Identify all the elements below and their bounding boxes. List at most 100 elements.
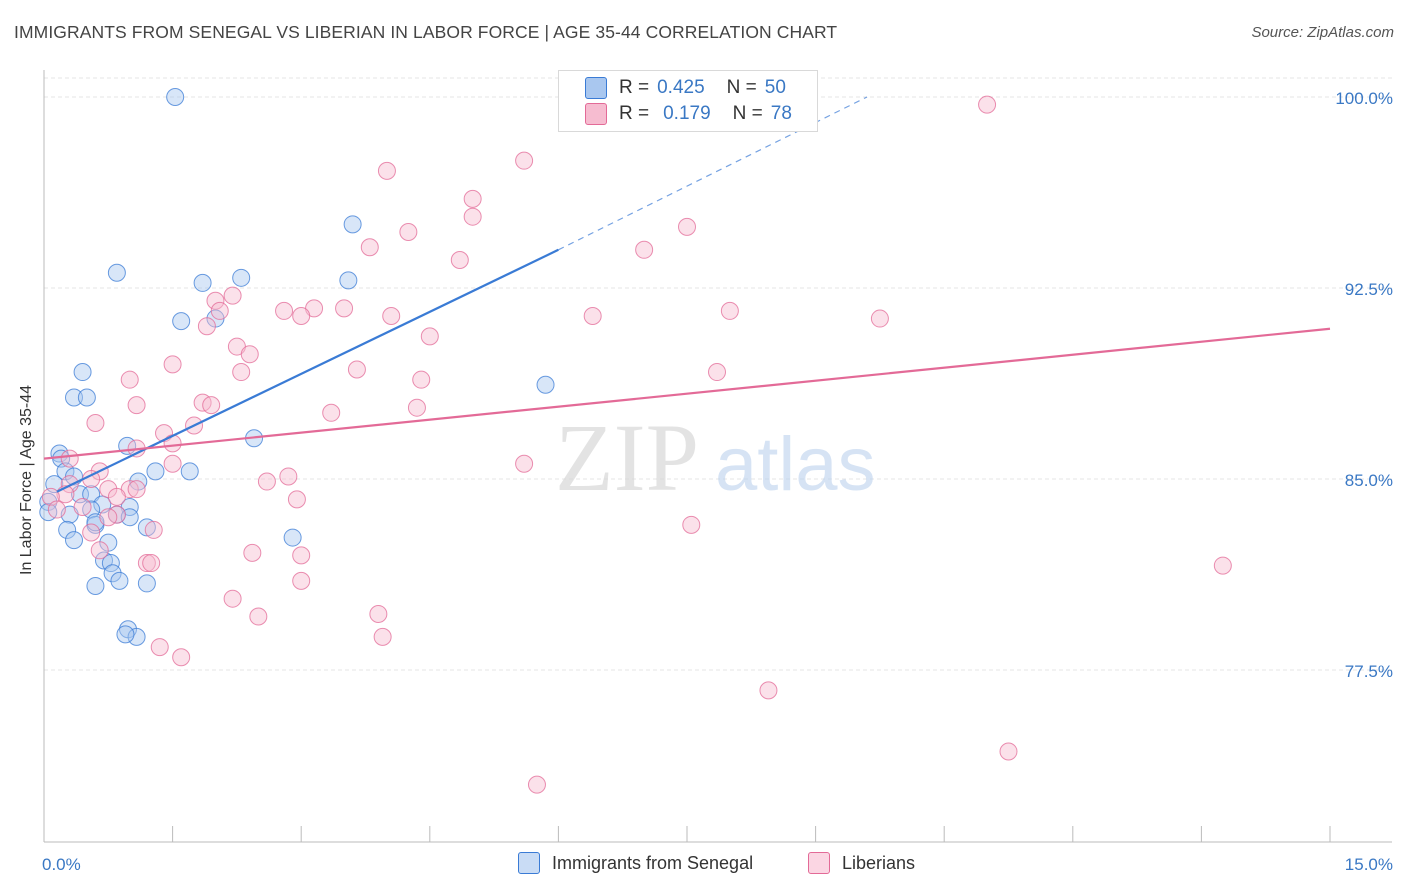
liberians-point (107, 487, 126, 506)
y-tick-label: 77.5% (1345, 662, 1393, 681)
senegal-point (180, 462, 199, 481)
liberians-point (275, 301, 294, 320)
liberians-point (60, 449, 79, 468)
senegal-point (65, 388, 84, 407)
liberians-point (1213, 556, 1232, 575)
senegal-point (339, 271, 358, 290)
senegal-point (82, 485, 101, 504)
liberians-point (47, 500, 66, 519)
senegal-trend-line (56, 248, 559, 493)
senegal-point (536, 375, 555, 394)
liberians-point (243, 543, 262, 562)
senegal-point (172, 312, 191, 331)
legend-r-label: R = (619, 77, 650, 98)
liberians-point (206, 291, 225, 310)
senegal-point (232, 268, 251, 287)
liberians-point (144, 520, 163, 539)
liberians-point (515, 151, 534, 170)
senegal-point (137, 574, 156, 593)
liberians-point (223, 286, 242, 305)
series-label-liberians: Liberians (842, 852, 916, 873)
senegal-point (110, 571, 129, 590)
legend-swatch-liberians (585, 103, 607, 125)
liberians-point (377, 161, 396, 180)
liberians-point (463, 207, 482, 226)
liberians-point (202, 396, 221, 415)
senegal-point (107, 263, 126, 282)
liberians-point (450, 250, 469, 269)
senegal-point (137, 518, 156, 537)
series-legend-liberians[interactable]: Liberians (808, 852, 915, 874)
senegal-point (146, 462, 165, 481)
liberians-trend-line (43, 327, 1331, 460)
liberians-point (240, 345, 259, 364)
liberians-point (82, 523, 101, 542)
liberians-point (682, 515, 701, 534)
legend-n-value: 78 (770, 103, 792, 124)
liberians-point (279, 467, 298, 486)
legend-r-label: R = (619, 103, 650, 124)
legend-n-label: N = (726, 77, 757, 98)
correlation-legend: R = 0.425 N = 50 R = 0.179 N = 78 (558, 70, 818, 132)
senegal-point (103, 564, 122, 583)
liberians-point (223, 589, 242, 608)
liberians-point (870, 309, 889, 328)
senegal-point (77, 388, 96, 407)
liberians-point (86, 413, 105, 432)
liberians-point (369, 604, 388, 623)
liberians-point (373, 627, 392, 646)
series-legend-senegal[interactable]: Immigrants from Senegal (518, 852, 753, 874)
series-swatch-senegal (518, 852, 540, 874)
y-tick-label: 100.0% (1335, 89, 1393, 108)
liberians-point (412, 370, 431, 389)
liberians-point (197, 317, 216, 336)
liberians-point (287, 490, 306, 509)
liberians-point (163, 355, 182, 374)
series-label-senegal: Immigrants from Senegal (552, 852, 754, 873)
senegal-point (95, 551, 114, 570)
liberians-point (292, 307, 311, 326)
legend-swatch-senegal (585, 77, 607, 99)
watermark-atlas: atlas (715, 422, 876, 507)
liberians-point (172, 648, 191, 667)
y-axis-label: In Labor Force | Age 35-44 (18, 384, 35, 575)
liberians-point (583, 307, 602, 326)
liberians-point (978, 95, 997, 114)
liberians-point (708, 363, 727, 382)
liberians-point (73, 498, 92, 517)
legend-n-label: N = (732, 103, 763, 124)
senegal-point (58, 520, 77, 539)
liberians-point (99, 508, 118, 527)
legend-row-senegal: R = 0.425 N = 50 (585, 75, 786, 101)
x-tick-label: 0.0% (42, 855, 81, 874)
senegal-point (166, 88, 185, 106)
liberians-point (292, 571, 311, 590)
liberians-point (407, 398, 426, 417)
liberians-point (399, 222, 418, 241)
liberians-point (142, 554, 161, 573)
legend-r-value: 0.425 (657, 77, 705, 98)
liberians-point (322, 403, 341, 422)
y-tick-label: 92.5% (1345, 280, 1393, 299)
senegal-point (116, 625, 135, 644)
liberians-point (163, 434, 182, 453)
senegal-point (283, 528, 302, 547)
liberians-point (127, 480, 146, 499)
liberians-point (137, 554, 156, 573)
liberians-point (257, 472, 276, 491)
senegal-point (343, 215, 362, 234)
liberians-point (120, 370, 139, 389)
liberians-point (382, 307, 401, 326)
liberians-point (515, 454, 534, 473)
liberians-point (127, 396, 146, 415)
liberians-point (635, 240, 654, 259)
legend-r-value: 0.179 (663, 103, 711, 124)
liberians-point (347, 360, 366, 379)
senegal-point (193, 273, 212, 292)
liberians-point (420, 327, 439, 346)
liberians-point (163, 454, 182, 473)
legend-row-liberians: R = 0.179 N = 78 (585, 101, 792, 127)
legend-n-value: 50 (764, 77, 786, 98)
liberians-point (90, 541, 109, 560)
